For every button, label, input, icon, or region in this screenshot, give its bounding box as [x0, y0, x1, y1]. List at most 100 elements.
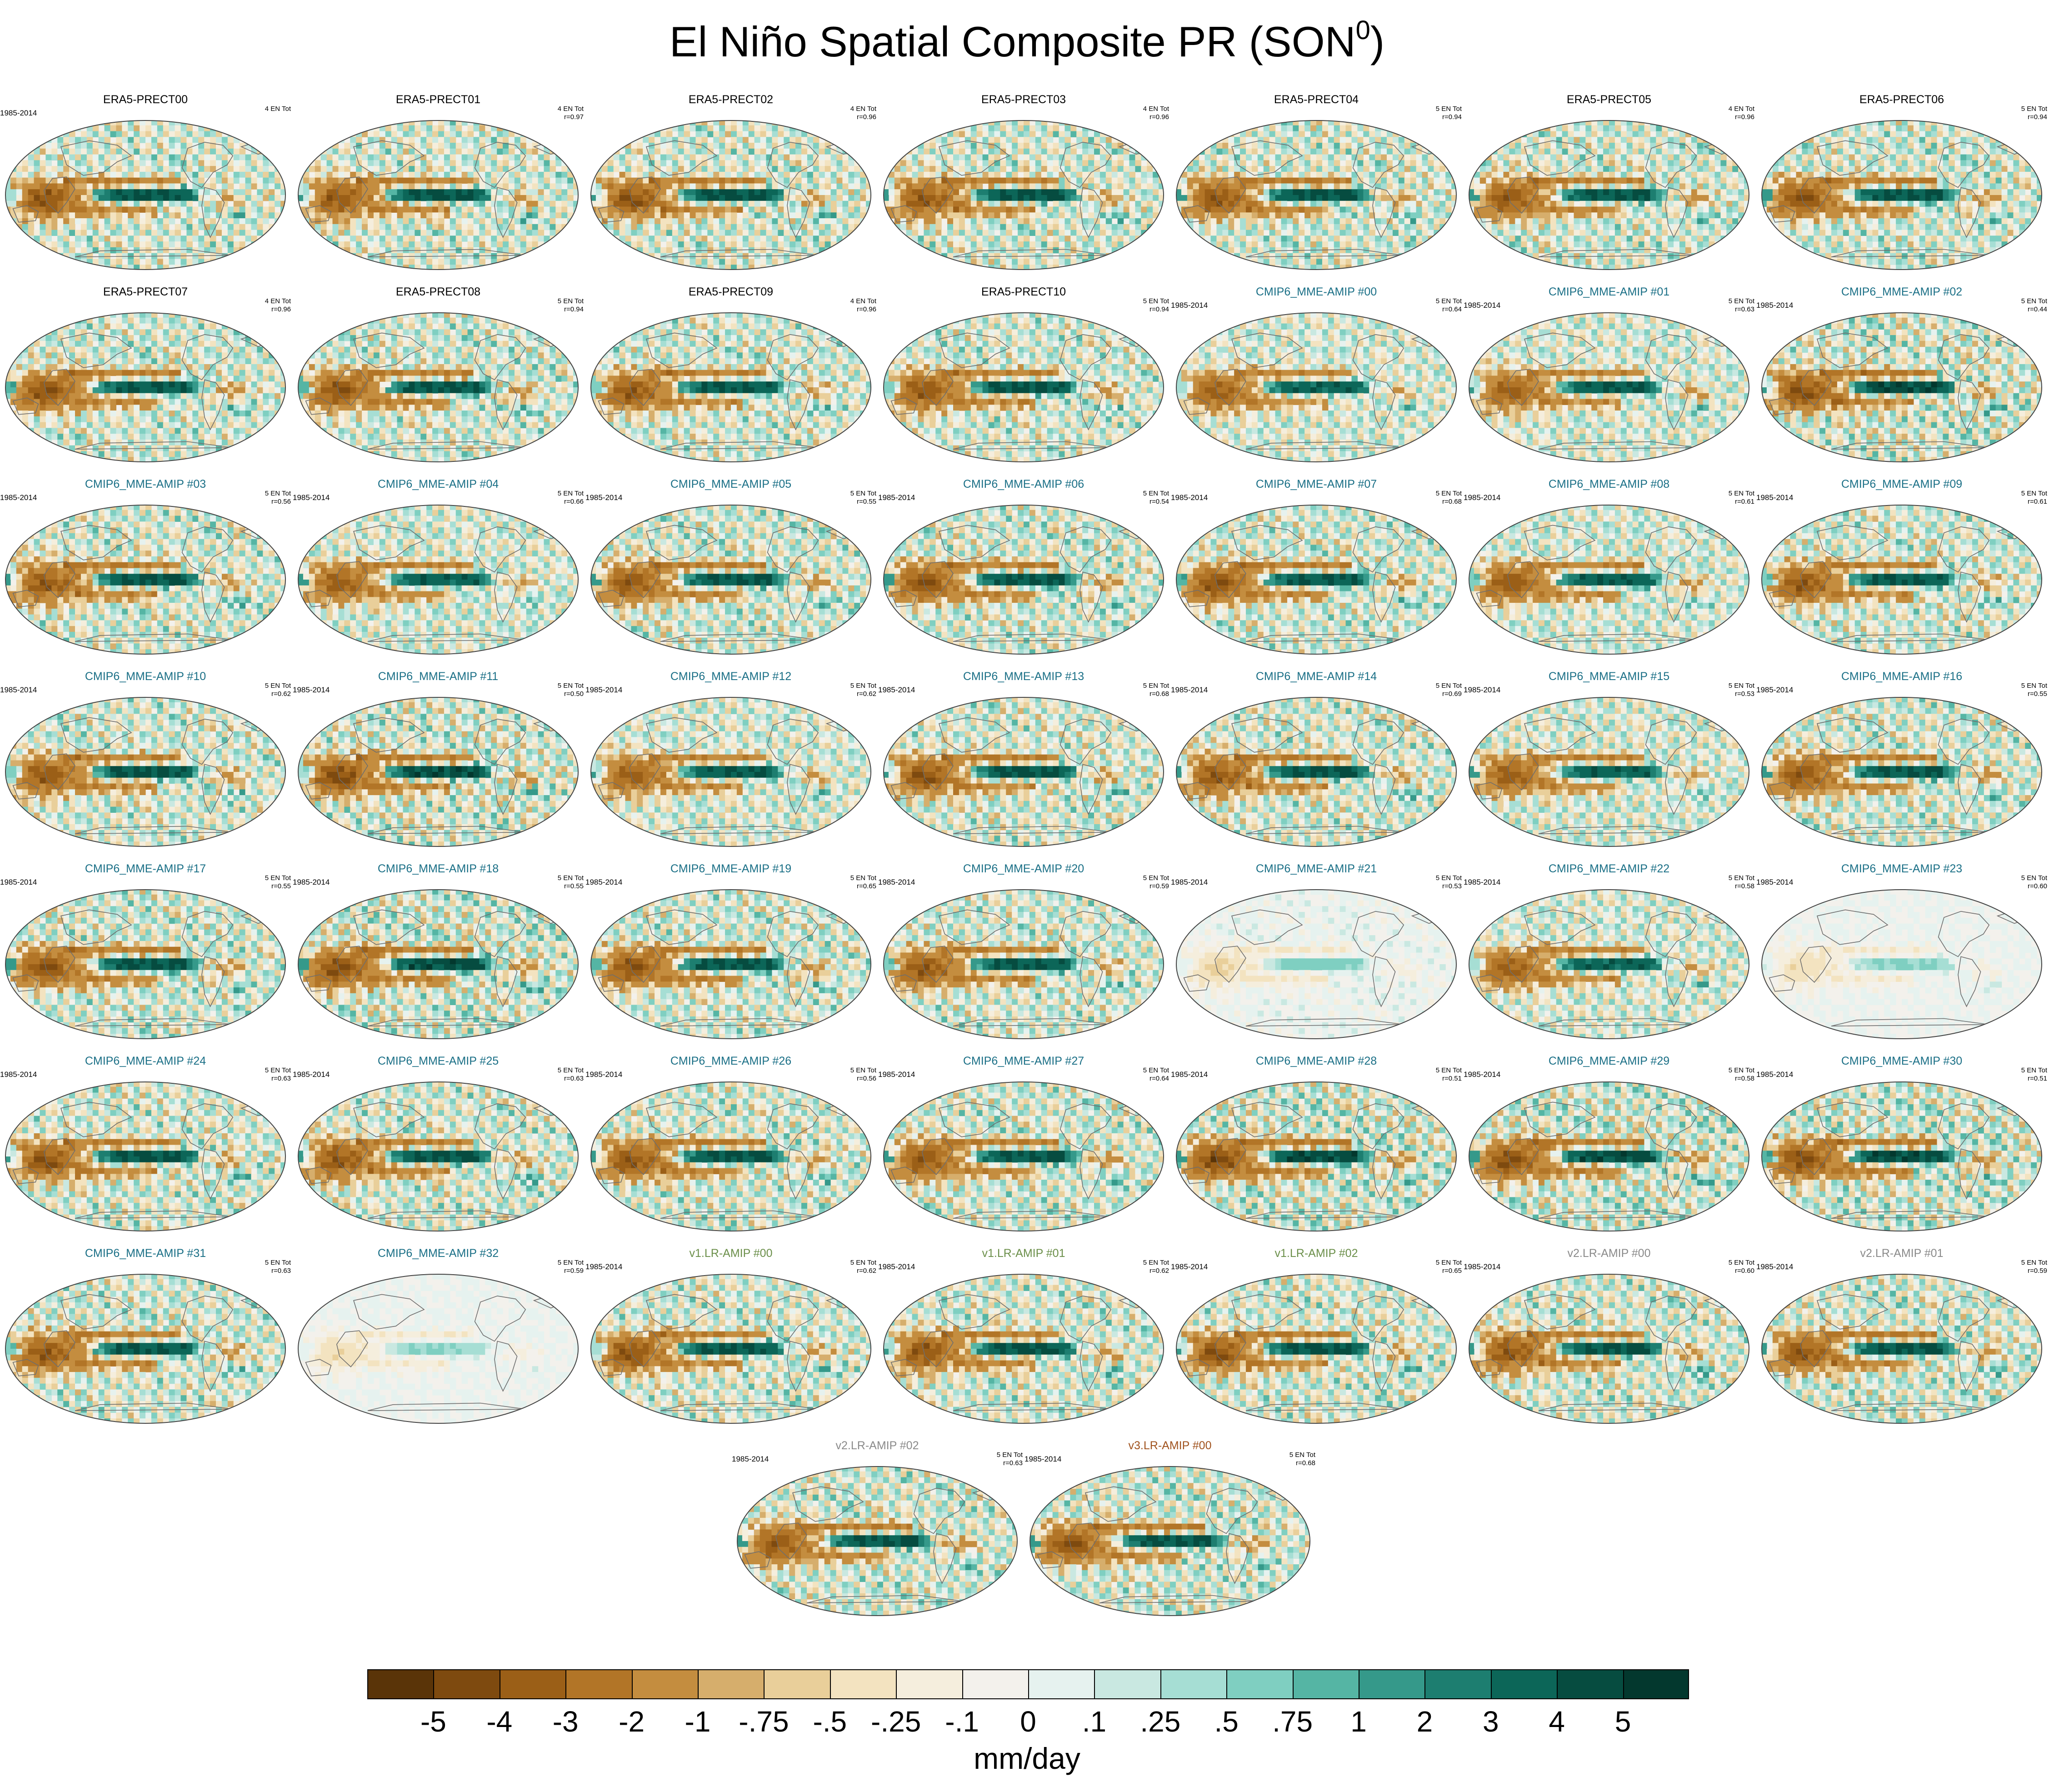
- anomaly-cell: [5, 131, 11, 137]
- anomaly-cell: [1363, 125, 1369, 132]
- anomaly-cell: [1159, 253, 1164, 260]
- anomaly-cell: [637, 120, 643, 126]
- anomaly-cell: [1099, 265, 1106, 270]
- anomaly-cell: [613, 195, 620, 201]
- anomaly-cell: [790, 200, 796, 207]
- anomaly-cell: [344, 120, 350, 126]
- anomaly-cell: [192, 148, 199, 155]
- anomaly-cell: [5, 166, 11, 172]
- anomaly-cell: [51, 125, 58, 132]
- anomaly-cell: [455, 218, 462, 225]
- anomaly-cell: [1099, 177, 1106, 184]
- anomaly-cell: [257, 195, 263, 201]
- anomaly-cell: [713, 154, 720, 160]
- anomaly-cell: [660, 171, 667, 178]
- anomaly-cell: [742, 224, 749, 230]
- panel-title: ERA5-PRECT01: [293, 93, 584, 106]
- anomaly-cell: [520, 224, 527, 230]
- anomaly-cell: [1434, 125, 1440, 132]
- anomaly-cell: [619, 247, 626, 254]
- anomaly-cell: [690, 143, 696, 149]
- anomaly-cell: [854, 166, 860, 172]
- anomaly-cell: [643, 195, 649, 201]
- anomaly-cell: [163, 265, 170, 270]
- anomaly-cell: [1147, 183, 1153, 190]
- anomaly-cell: [666, 166, 673, 172]
- anomaly-cell: [970, 171, 977, 178]
- anomaly-cell: [842, 160, 849, 166]
- anomaly-cell: [373, 200, 380, 207]
- anomaly-cell: [866, 166, 871, 172]
- anomaly-cell: [40, 183, 46, 190]
- anomaly-cell: [601, 166, 608, 172]
- anomaly-cell: [643, 218, 649, 225]
- anomaly-cell: [526, 177, 533, 184]
- anomaly-cell: [970, 200, 977, 207]
- anomaly-cell: [678, 212, 685, 219]
- anomaly-cell: [1024, 143, 1030, 149]
- anomaly-cell: [1369, 137, 1375, 143]
- anomaly-cell: [63, 183, 70, 190]
- anomaly-cell: [1141, 212, 1147, 219]
- anomaly-cell: [801, 224, 808, 230]
- anomaly-cell: [561, 247, 568, 254]
- anomaly-cell: [601, 183, 608, 190]
- anomaly-cell: [1029, 206, 1036, 213]
- anomaly-cell: [900, 206, 907, 213]
- anomaly-cell: [1181, 137, 1188, 143]
- anomaly-cell: [660, 200, 667, 207]
- anomaly-cell: [607, 253, 614, 260]
- anomaly-cell: [503, 154, 509, 160]
- globe-map: [883, 120, 1164, 270]
- anomaly-cell: [403, 143, 410, 149]
- anomaly-cell: [707, 143, 714, 149]
- anomaly-cell: [655, 224, 661, 230]
- anomaly-cell: [1088, 166, 1094, 172]
- anomaly-cell: [116, 212, 122, 219]
- anomaly-cell: [420, 143, 427, 149]
- anomaly-cell: [906, 171, 913, 178]
- anomaly-cell: [573, 131, 578, 137]
- anomaly-cell: [613, 224, 620, 230]
- anomaly-cell: [555, 247, 562, 254]
- anomaly-cell: [391, 183, 398, 190]
- anomaly-cell: [649, 200, 655, 207]
- anomaly-cell: [1387, 120, 1393, 126]
- anomaly-cell: [140, 154, 146, 160]
- anomaly-cell: [906, 183, 913, 190]
- anomaly-cell: [607, 247, 614, 254]
- anomaly-cell: [245, 200, 252, 207]
- anomaly-cell: [128, 224, 134, 230]
- anomaly-cell: [128, 148, 134, 155]
- anomaly-cell: [795, 218, 802, 225]
- anomaly-cell: [1117, 253, 1124, 260]
- anomaly-cell: [485, 235, 491, 242]
- anomaly-cell: [888, 247, 895, 254]
- anomaly-cell: [884, 189, 889, 195]
- anomaly-cell: [491, 200, 497, 207]
- anomaly-cell: [947, 183, 954, 190]
- anomaly-cell: [338, 189, 345, 195]
- anomaly-cell: [842, 154, 849, 160]
- anomaly-cell: [649, 183, 655, 190]
- anomaly-cell: [1123, 171, 1130, 178]
- anomaly-cell: [391, 195, 398, 201]
- anomaly-cell: [134, 224, 140, 230]
- anomaly-cell: [63, 235, 70, 242]
- anomaly-cell: [649, 224, 655, 230]
- anomaly-cell: [672, 189, 679, 195]
- anomaly-cell: [1064, 131, 1071, 137]
- anomaly-cell: [1070, 171, 1077, 178]
- anomaly-cell: [1024, 177, 1030, 184]
- anomaly-cell: [251, 200, 258, 207]
- anomaly-cell: [1105, 154, 1112, 160]
- anomaly-cell: [280, 253, 285, 260]
- anomaly-cell: [385, 166, 392, 172]
- anomaly-cell: [1159, 259, 1164, 265]
- figure-title: El Niño Spatial Composite PR (SON0): [0, 15, 2054, 66]
- anomaly-cell: [315, 120, 321, 126]
- anomaly-cell: [157, 137, 164, 143]
- anomaly-cell: [1070, 148, 1077, 155]
- anomaly-cell: [778, 189, 784, 195]
- anomaly-cell: [320, 259, 327, 265]
